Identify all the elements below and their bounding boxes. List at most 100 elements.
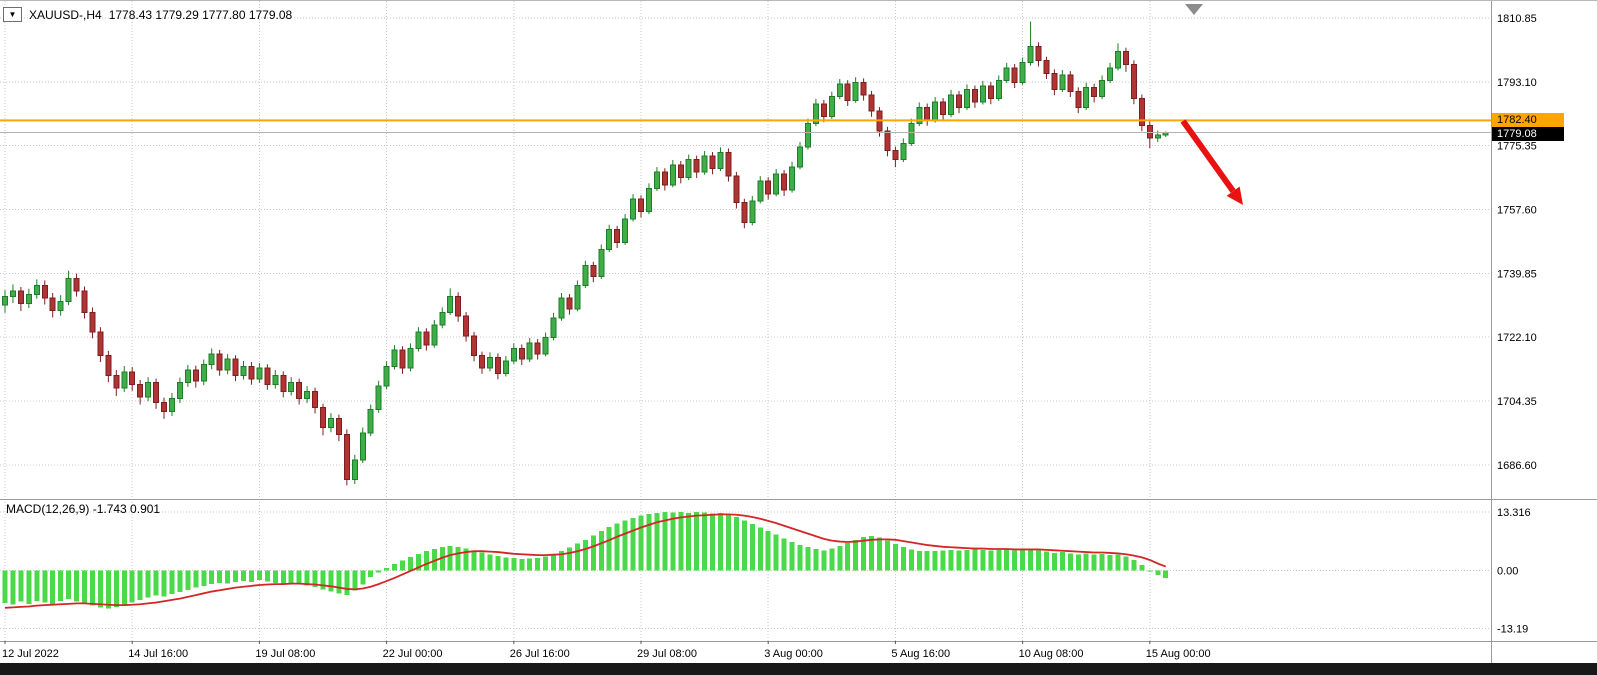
macd-bar	[622, 520, 628, 571]
candle-body	[1043, 60, 1050, 74]
macd-bar	[296, 570, 302, 585]
candle-body	[828, 96, 835, 117]
candle-body	[725, 151, 732, 177]
macd-bar	[1163, 570, 1169, 579]
candle-body	[391, 349, 398, 367]
macd-bar	[1067, 553, 1073, 571]
macd-bar	[82, 570, 87, 604]
candle-body	[940, 101, 947, 116]
macd-bar	[773, 534, 779, 571]
macd-bar	[360, 570, 366, 585]
time-tick-label: 5 Aug 16:00	[891, 648, 950, 660]
macd-bar	[765, 531, 771, 571]
macd-bar	[813, 549, 819, 571]
candle-body	[971, 88, 978, 103]
symbol-title: XAUUSD-,H4	[29, 7, 102, 22]
price-tick-label: 1739.85	[1497, 268, 1537, 280]
macd-bar	[638, 515, 644, 571]
candle-body	[566, 297, 573, 310]
candle-body	[1027, 45, 1034, 63]
macd-indicator-label: MACD(12,26,9) -1.743 0.901	[6, 502, 161, 516]
candle-body	[33, 284, 40, 295]
price-tick-label: 1757.60	[1497, 205, 1537, 217]
macd-bar	[225, 570, 231, 584]
candle-body	[852, 81, 859, 101]
candle-body	[41, 284, 48, 299]
candle-body	[1051, 72, 1058, 90]
candle-body	[550, 317, 557, 339]
time-tick-label: 15 Aug 00:00	[1146, 648, 1211, 660]
macd-bar	[900, 547, 906, 571]
price-axis[interactable]	[1492, 1, 1597, 663]
candle-body	[447, 295, 454, 313]
macd-bar	[58, 570, 64, 602]
macd-bar	[559, 551, 564, 571]
macd-bar	[837, 545, 843, 571]
hline-price-tag[interactable]: 1782.40	[1492, 113, 1564, 128]
ohlc-values: 1778.43 1779.29 1777.80 1779.08	[108, 7, 293, 22]
macd-bar	[725, 514, 731, 571]
candle-body	[773, 173, 780, 195]
macd-bar	[956, 550, 962, 571]
macd-bar	[113, 570, 119, 607]
candle-body	[415, 331, 422, 349]
macd-tick-label: -13.19	[1497, 623, 1528, 635]
macd-bar	[598, 531, 604, 571]
macd-bar	[161, 570, 167, 597]
candle-body	[343, 434, 350, 481]
candle-body	[502, 360, 509, 375]
candle-body	[129, 371, 136, 385]
macd-bar	[50, 570, 56, 605]
candle-body	[200, 364, 207, 382]
candle-body	[81, 290, 88, 313]
candle-body	[860, 81, 867, 96]
candle-body	[9, 290, 16, 297]
candle-body	[1067, 74, 1074, 92]
candle-body	[97, 331, 104, 357]
macd-bar	[264, 570, 270, 582]
candle-body	[320, 407, 326, 429]
macd-bar	[241, 570, 246, 582]
candle-body	[677, 164, 684, 179]
macd-bar	[1051, 552, 1057, 571]
macd-bar	[193, 570, 199, 588]
macd-bar	[201, 570, 207, 586]
time-axis[interactable]	[0, 642, 1597, 663]
candle-body	[812, 103, 819, 125]
macd-tick-label: 13.316	[1497, 507, 1531, 519]
symbol-dropdown[interactable]: ▼	[3, 7, 22, 22]
candle-body	[65, 277, 72, 303]
trend-arrow-head[interactable]	[1226, 186, 1243, 205]
candle-body	[1122, 51, 1129, 65]
candle-body	[916, 106, 923, 125]
macd-bar	[18, 570, 24, 602]
candle-body	[884, 130, 891, 152]
macd-bar	[749, 523, 755, 571]
candle-body	[1130, 63, 1137, 99]
macd-bar	[797, 545, 803, 571]
candle-body	[1019, 61, 1026, 83]
candle-body	[1003, 67, 1010, 81]
macd-bar	[1155, 570, 1161, 575]
candle-body	[153, 382, 160, 403]
macd-bar	[805, 547, 811, 571]
candle-body	[1107, 67, 1114, 81]
macd-bar	[932, 550, 938, 571]
candle-body	[137, 383, 144, 398]
candle-body	[1083, 87, 1090, 108]
candle-body	[638, 198, 644, 213]
macd-bar	[829, 548, 835, 571]
macd-bar	[384, 567, 390, 571]
macd-bar	[789, 541, 795, 571]
macd-bar	[678, 512, 684, 571]
candle-body	[518, 347, 525, 360]
candle-body	[733, 175, 740, 204]
trend-arrow[interactable]	[1180, 119, 1236, 193]
chart-shift-marker-icon[interactable]	[1185, 4, 1203, 15]
macd-bar	[10, 570, 16, 605]
macd-bar	[606, 527, 612, 571]
candle-body	[25, 293, 32, 304]
macd-bar	[312, 570, 318, 588]
macd-bar	[845, 542, 851, 571]
